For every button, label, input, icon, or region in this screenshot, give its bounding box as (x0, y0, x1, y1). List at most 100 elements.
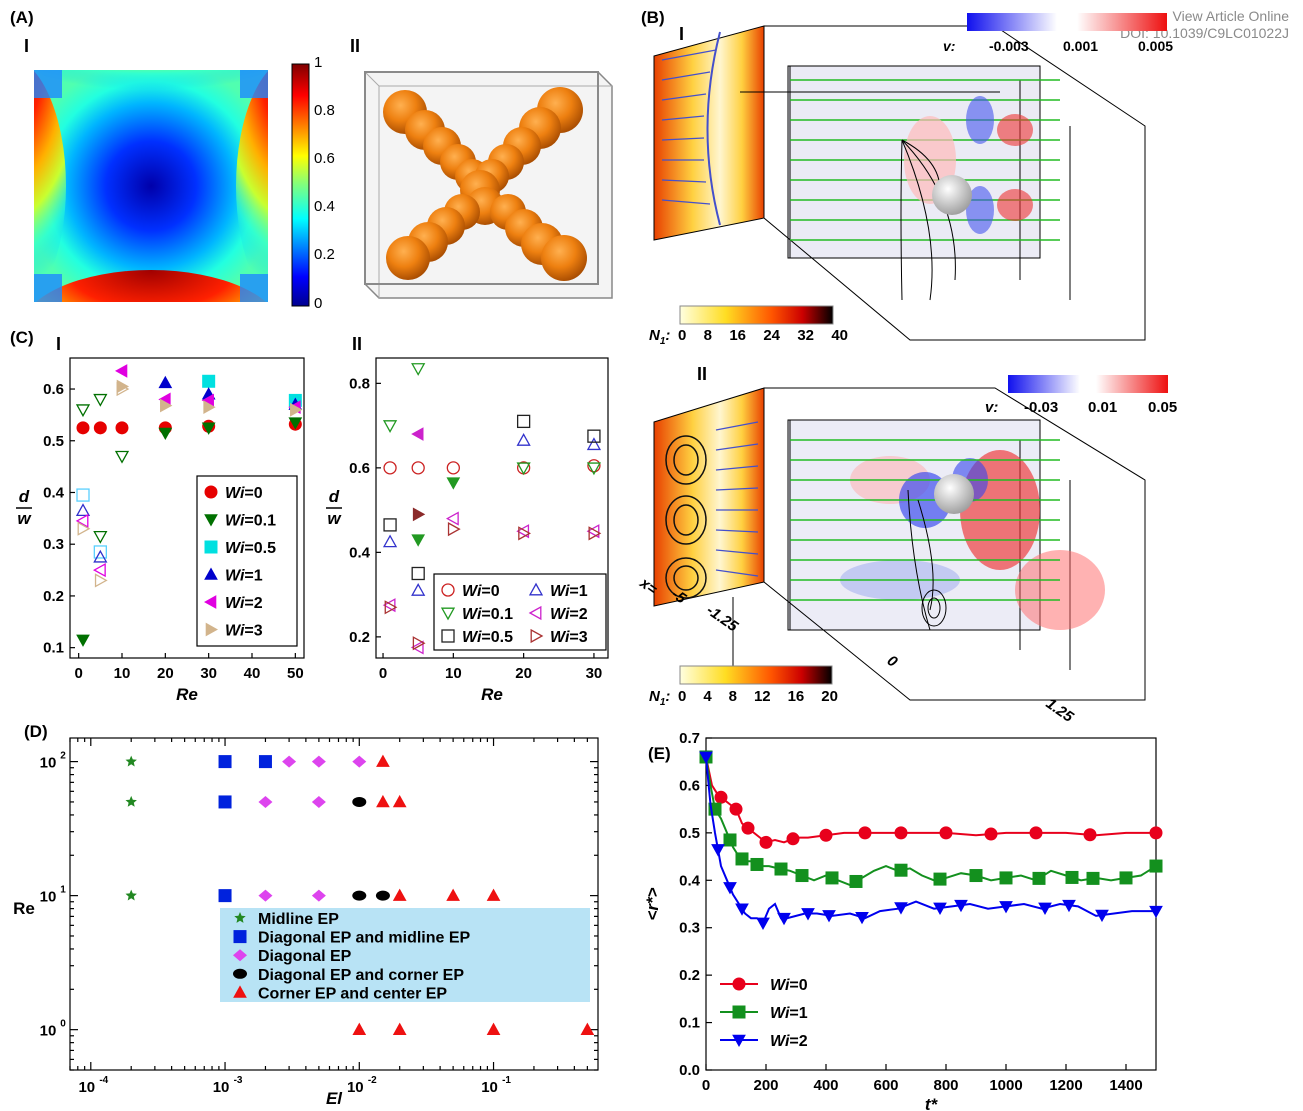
panel-b-sub-ii: II (697, 364, 708, 384)
plot-frame (69, 357, 305, 659)
data-point (711, 844, 725, 857)
y-axis-label-num: d (19, 487, 30, 506)
data-point (204, 540, 218, 554)
data-point (530, 628, 544, 644)
data-point (158, 375, 173, 389)
legend-label: Wi=0 (770, 977, 808, 994)
x-tick-label: 10 (347, 1079, 364, 1096)
x-tick-exponent: -1 (502, 1075, 511, 1086)
view-article-online-link[interactable]: View Article Online (1172, 8, 1289, 24)
data-point (1149, 826, 1163, 840)
x-tick-label: 20 (157, 665, 174, 682)
n1-tick: 20 (821, 688, 838, 705)
x-tick-label: 50 (287, 665, 304, 682)
data-point (825, 871, 839, 885)
data-point (258, 795, 273, 808)
data-point (114, 364, 128, 378)
data-point (1038, 902, 1052, 915)
y-tick-exponent: 0 (60, 1019, 66, 1030)
legend-label: Wi=0 (462, 583, 500, 600)
data-point (486, 1022, 501, 1035)
data-point (447, 522, 461, 537)
x-tick-label: 1000 (989, 1077, 1022, 1094)
data-point (984, 827, 998, 841)
y-tick-label: 0.1 (43, 640, 64, 657)
data-point (311, 755, 326, 768)
data-point (587, 459, 601, 473)
data-point (125, 889, 137, 901)
data-point (93, 549, 108, 563)
chart-c-ii: 0 10 20 30 0.2 0.4 0.6 0.8 Re dw Wi=0 Wi=1 Wi=0.1 Wi=… (326, 357, 609, 704)
y-tick-label: 0.5 (679, 825, 700, 842)
data-point (588, 526, 602, 541)
data-point (382, 598, 396, 613)
series-line (705, 756, 1157, 887)
data-point (586, 462, 602, 476)
n1-tick: 32 (797, 327, 814, 344)
data-point (93, 393, 108, 407)
panel-b-ii-n1-ticks: 0 4 8 12 16 20 (678, 688, 838, 705)
n1-tick: 0 (678, 688, 687, 705)
chart-c-i: 0 10 20 30 40 50 0.1 0.2 0.3 0.4 0.5 0.6 Re dw Wi=0 Wi=… (16, 357, 305, 704)
data-point (777, 912, 791, 926)
panel-b-ii-v-colorbar (1008, 375, 1168, 393)
data-point (376, 794, 390, 808)
data-point (933, 872, 947, 886)
x-tick-label: 1400 (1109, 1077, 1142, 1094)
legend-label: Wi=0.1 (225, 513, 276, 530)
data-point (158, 427, 173, 441)
data-point (352, 1022, 367, 1035)
data-point (384, 600, 398, 615)
panel-a-sub-ii: II (350, 36, 361, 56)
x-tick-label: 10 (481, 1079, 498, 1096)
legend-label: Wi=1 (550, 583, 588, 600)
data-point (411, 583, 426, 596)
data-point (258, 889, 273, 902)
y-axis-label: <r*> (643, 887, 662, 920)
data-point (855, 911, 869, 925)
y-tick-label: 10 (40, 1023, 57, 1040)
data-point (756, 917, 770, 931)
data-point (440, 607, 456, 621)
data-point (75, 513, 89, 529)
data-point (93, 530, 108, 544)
y-tick-label: 0.2 (349, 629, 370, 646)
panel-a-label: (A) (10, 8, 34, 27)
data-point (774, 862, 788, 876)
legend-label: Wi=3 (225, 623, 263, 640)
n1-tick: 16 (787, 688, 805, 705)
data-point (282, 755, 297, 768)
data-point (76, 488, 90, 502)
data-point (411, 461, 425, 475)
x-tick-label: 400 (813, 1077, 838, 1094)
panel-b-ii-v-tick-b: 0.01 (1088, 399, 1118, 416)
colorbar-tick-0: 0 (314, 295, 323, 312)
data-point (218, 795, 232, 809)
x-axis-label: t* (925, 1095, 939, 1111)
data-point (528, 605, 542, 621)
data-point (412, 507, 426, 522)
data-point (233, 968, 247, 979)
y-tick-label: 0.7 (679, 730, 700, 747)
data-point (723, 833, 737, 847)
y-tick-label: 0.2 (43, 588, 64, 605)
data-point (729, 802, 743, 816)
data-point (218, 889, 232, 903)
data-point (204, 485, 218, 499)
legend-label: Wi=2 (550, 606, 588, 623)
panel-b-i-n1-colorbar (679, 305, 834, 325)
x-tick-exponent: -2 (368, 1075, 377, 1086)
data-point (446, 888, 460, 901)
panel-c-sub-ii: II (352, 334, 363, 354)
data-point (741, 821, 755, 835)
data-point (858, 826, 872, 840)
data-point (516, 462, 531, 476)
panel-b-ii-v-tick-a: -0.03 (1024, 399, 1059, 416)
panel-c-label: (C) (10, 328, 34, 347)
data-point (75, 404, 91, 418)
data-point (999, 901, 1013, 914)
legend-label: Wi=0 (225, 485, 263, 502)
data-point (1032, 871, 1046, 885)
data-point (732, 1034, 746, 1048)
data-point (714, 790, 728, 804)
